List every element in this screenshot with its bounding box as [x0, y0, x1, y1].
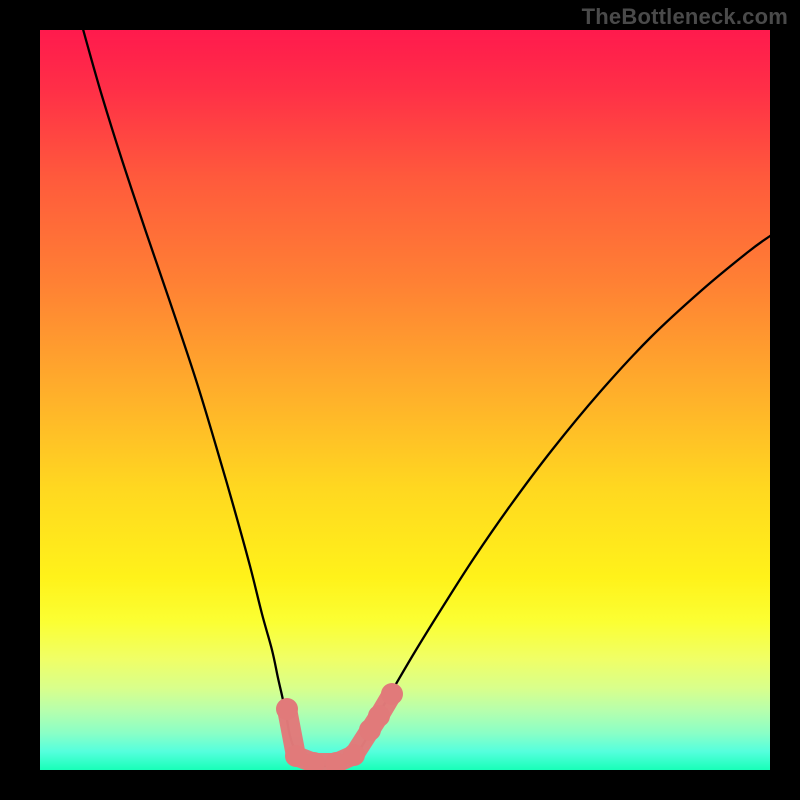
marker-dot — [343, 744, 365, 766]
marker-dot — [368, 705, 390, 727]
marker-dot — [381, 683, 403, 705]
marker-dot — [276, 698, 298, 720]
watermark-text: TheBottleneck.com — [582, 4, 788, 30]
chart-svg — [0, 0, 800, 800]
chart-container: TheBottleneck.com — [0, 0, 800, 800]
plot-area — [40, 30, 770, 770]
